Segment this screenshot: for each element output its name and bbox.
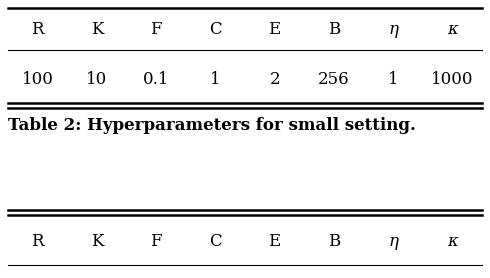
Text: R: R	[31, 234, 44, 250]
Text: κ: κ	[447, 234, 458, 250]
Text: K: K	[91, 234, 103, 250]
Text: E: E	[269, 234, 281, 250]
Text: 0.1: 0.1	[143, 71, 170, 88]
Text: 1000: 1000	[431, 71, 474, 88]
Text: K: K	[91, 21, 103, 38]
Text: F: F	[150, 21, 162, 38]
Text: η: η	[388, 234, 398, 250]
Text: 100: 100	[22, 71, 53, 88]
Text: R: R	[31, 21, 44, 38]
Text: 256: 256	[318, 71, 350, 88]
Text: 1: 1	[210, 71, 221, 88]
Text: κ: κ	[447, 21, 458, 38]
Text: F: F	[150, 234, 162, 250]
Text: 1: 1	[388, 71, 398, 88]
Text: 10: 10	[86, 71, 107, 88]
Text: 2: 2	[270, 71, 280, 88]
Text: B: B	[328, 234, 340, 250]
Text: C: C	[209, 21, 221, 38]
Text: Table 2: Hyperparameters for small setting.: Table 2: Hyperparameters for small setti…	[8, 116, 416, 133]
Text: E: E	[269, 21, 281, 38]
Text: C: C	[209, 234, 221, 250]
Text: B: B	[328, 21, 340, 38]
Text: η: η	[388, 21, 398, 38]
